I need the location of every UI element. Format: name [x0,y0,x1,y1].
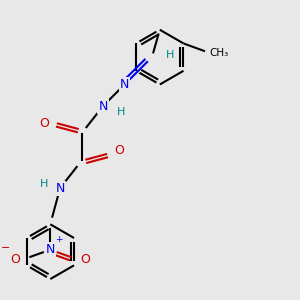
Text: H: H [116,107,125,117]
Text: O: O [114,145,124,158]
Text: N: N [120,78,129,91]
Text: +: + [55,236,63,244]
Text: N: N [46,243,55,256]
Text: N: N [56,182,65,195]
Text: N: N [98,100,108,112]
Text: H: H [40,179,49,189]
Text: O: O [81,253,90,266]
Text: CH₃: CH₃ [209,48,228,58]
Text: O: O [40,117,50,130]
Text: O: O [10,253,20,266]
Text: −: − [1,243,10,253]
Text: H: H [165,50,174,60]
